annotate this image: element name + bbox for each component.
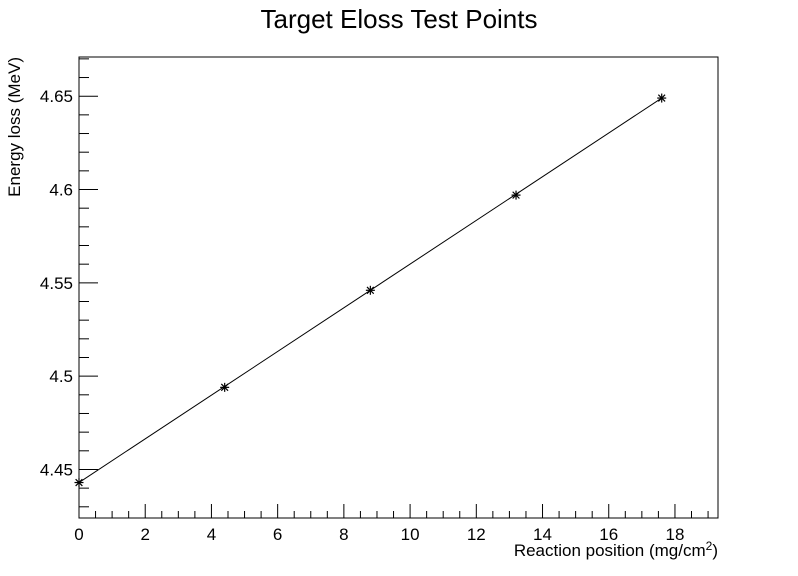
x-tick-label: 16 xyxy=(599,525,618,544)
x-axis-label: Reaction position (mg/cm2) xyxy=(514,539,718,560)
x-tick-label: 10 xyxy=(401,525,420,544)
y-tick-label: 4.45 xyxy=(40,460,73,479)
x-tick-label: 0 xyxy=(74,525,83,544)
y-tick-label: 4.65 xyxy=(40,87,73,106)
x-tick-label: 18 xyxy=(665,525,684,544)
x-tick-label: 2 xyxy=(140,525,149,544)
plot-frame xyxy=(78,56,719,519)
chart-title: Target Eloss Test Points xyxy=(261,4,538,34)
x-tick-label: 8 xyxy=(339,525,348,544)
x-tick-label: 12 xyxy=(467,525,486,544)
y-axis-label: Energy loss (MeV) xyxy=(5,57,24,197)
y-tick-label: 4.6 xyxy=(49,181,73,200)
x-axis: 0 2 4 6 8 10 12 14 16 18 xyxy=(74,504,709,544)
data-point xyxy=(74,478,84,488)
data-point xyxy=(657,93,667,103)
x-tick-label: 14 xyxy=(533,525,552,544)
data-point xyxy=(511,190,521,200)
data-point xyxy=(220,382,230,392)
data-points xyxy=(74,93,667,488)
y-axis: 4.45 4.5 4.55 4.6 4.65 xyxy=(40,58,98,508)
y-tick-label: 4.55 xyxy=(40,274,73,293)
x-tick-label: 6 xyxy=(273,525,282,544)
x-tick-label: 4 xyxy=(207,525,216,544)
y-tick-label: 4.5 xyxy=(49,367,73,386)
data-point xyxy=(365,285,375,295)
